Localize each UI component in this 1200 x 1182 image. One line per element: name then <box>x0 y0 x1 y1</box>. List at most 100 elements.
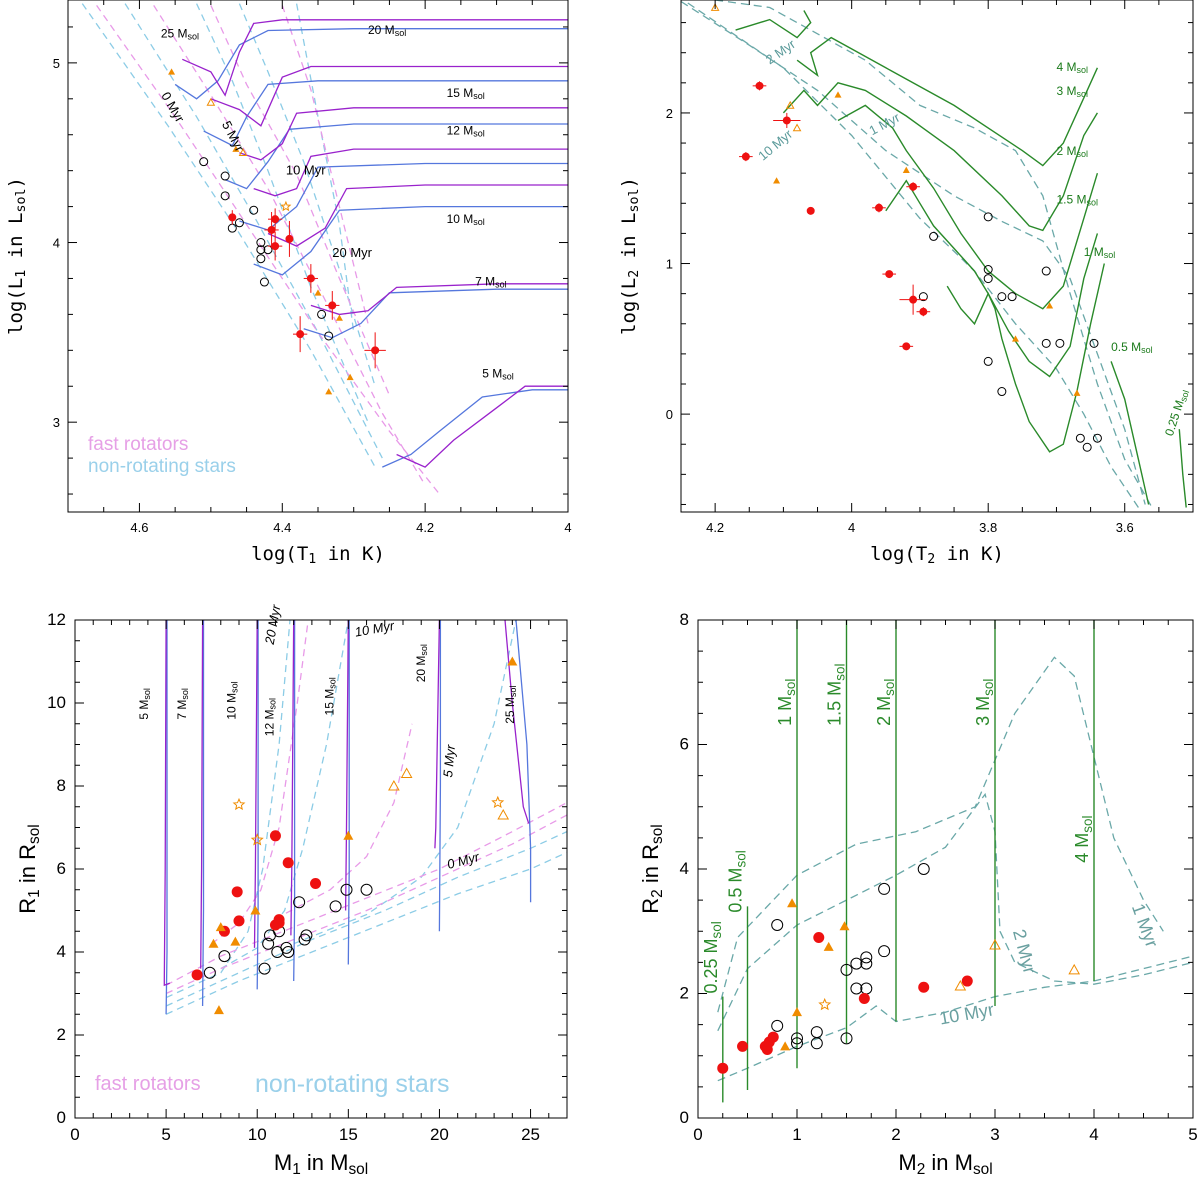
isochrone-rot-line <box>281 5 369 324</box>
open-circle-point <box>878 882 891 895</box>
red-data-point <box>717 1062 729 1074</box>
isochrone-nonrot-line <box>295 3 355 333</box>
open-star-point <box>818 997 832 1011</box>
mass-label: 10 Msol <box>224 681 239 719</box>
plot-area <box>81 3 568 495</box>
isochrone-label: 0 Myr <box>445 849 481 872</box>
red-data-point <box>755 81 764 90</box>
plot-area <box>163 620 567 1015</box>
track-line <box>782 82 1098 232</box>
isochrone-line <box>717 955 1193 1082</box>
open-circle-point <box>983 212 993 222</box>
isochrone-line <box>687 2 1139 508</box>
filled-triangle-point <box>230 936 241 946</box>
open-circle-point <box>771 1019 784 1032</box>
red-data-point <box>902 342 911 351</box>
mass-label: 2 Msol <box>1056 144 1088 159</box>
filled-triangle-point <box>1012 335 1020 342</box>
open-circle-point <box>983 274 993 284</box>
open-triangle-point <box>1068 963 1081 975</box>
track-nonrot-line <box>303 288 568 339</box>
y-axis-label: log(L2 in Lsol) <box>618 177 642 335</box>
track-nonrot-line <box>293 620 296 982</box>
mass-label: 10 Msol <box>447 212 485 227</box>
x-tick-label: 4.4 <box>273 520 291 535</box>
filled-triangle-point <box>325 388 333 395</box>
mass-label: 0.25 Msol <box>1162 387 1191 438</box>
isochrone-label: 2 Myr <box>763 36 799 67</box>
isochrone-rot-line <box>96 5 440 495</box>
mass-label: 2 Msol <box>874 679 897 726</box>
x-tick-label: 4.2 <box>706 520 724 535</box>
mass-label: 7 Msol <box>175 688 190 720</box>
isochrone-rot-line <box>165 814 567 995</box>
red-data-point <box>782 116 791 125</box>
red-data-point <box>282 857 294 869</box>
open-triangle-point <box>388 779 400 791</box>
open-circle-point <box>262 937 275 950</box>
red-data-point <box>285 234 294 243</box>
filled-triangle-point <box>314 289 322 296</box>
track-rot-line <box>163 620 171 987</box>
red-data-point <box>885 270 894 279</box>
open-triangle-point <box>989 938 1001 950</box>
isochrone-rot-line <box>165 802 567 986</box>
red-data-point <box>328 301 337 310</box>
y-tick-label: 0 <box>666 407 673 422</box>
y-tick-label: 2 <box>680 984 689 1003</box>
open-circle-point <box>293 896 306 909</box>
open-circle-point <box>983 265 993 275</box>
mass-label: 20 Msol <box>368 23 406 38</box>
mass-label: 1.5 Msol <box>1056 192 1098 207</box>
red-data-point <box>767 1031 779 1043</box>
isochrone-line <box>681 0 1146 505</box>
filled-triangle-point <box>780 1041 791 1051</box>
track-nonrot-line <box>174 28 568 100</box>
open-star-point <box>491 795 505 809</box>
open-circle-point <box>300 929 313 942</box>
red-data-point <box>296 330 305 339</box>
open-circle-point <box>256 254 266 264</box>
filled-triangle-point <box>335 314 343 321</box>
open-circle-point <box>227 223 237 233</box>
filled-triangle-point <box>834 91 842 98</box>
filled-triangle-point <box>232 145 240 152</box>
track-line <box>837 104 1099 310</box>
y-tick-label: 0 <box>57 1108 66 1127</box>
y-tick-label: 8 <box>680 610 689 629</box>
red-data-point <box>271 242 280 251</box>
y-tick-label: 5 <box>53 56 60 71</box>
open-circle-point <box>1007 292 1017 302</box>
open-circle-point <box>1092 433 1102 443</box>
track-rot-line <box>504 620 530 824</box>
filled-triangle-point <box>839 921 850 931</box>
x-axis-label: M1 in Msol <box>274 1150 368 1178</box>
filled-triangle-point <box>902 166 910 173</box>
open-triangle-point <box>792 123 802 132</box>
isochrone-nonrot-line <box>220 620 349 970</box>
open-circle-point <box>249 205 259 215</box>
open-triangle-point <box>710 2 720 11</box>
isochrone-label: 10 Myr <box>938 999 996 1028</box>
track-rot-line <box>344 620 349 911</box>
filled-triangle-point <box>1046 302 1054 309</box>
open-circle-point <box>860 957 873 970</box>
red-data-point <box>269 830 281 842</box>
y-axis-label: R2 in Rsol <box>638 824 666 913</box>
filled-triangle-point <box>507 656 518 666</box>
open-circle-point <box>860 982 873 995</box>
isochrone-label: 2 Myr <box>1009 927 1040 976</box>
isochrone-nonrot-line <box>238 3 376 387</box>
mass-label: 4 Msol <box>1056 60 1088 75</box>
track-rot-line <box>210 65 568 127</box>
open-circle-point <box>929 231 939 241</box>
track-nonrot-line <box>515 620 532 903</box>
x-tick-label: 4 <box>848 520 855 535</box>
track-nonrot-line <box>165 620 168 1015</box>
open-circle-point <box>256 245 266 255</box>
filled-triangle-point <box>215 922 226 932</box>
open-circle-point <box>840 1032 853 1045</box>
open-circle-point <box>324 331 334 341</box>
red-data-point <box>271 215 280 224</box>
